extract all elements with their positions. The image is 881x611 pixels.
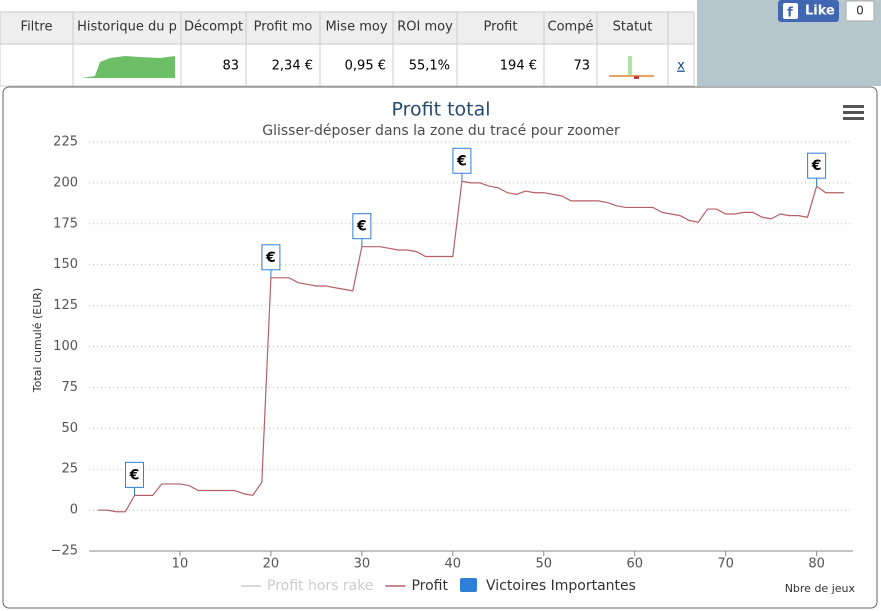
menu-bar: [843, 111, 864, 114]
menu-bar: [843, 105, 864, 108]
column-header: Profit mo: [254, 20, 313, 35]
cell: 83: [222, 59, 239, 74]
flag: [807, 152, 827, 179]
column-header: Filtre: [21, 20, 53, 35]
table: [0, 11, 695, 87]
column-header: Historique du p: [77, 20, 177, 35]
flag: [124, 461, 144, 488]
y-tick-label: 25: [61, 462, 78, 477]
y-tick-label: 125: [53, 298, 78, 313]
column-header: Profit: [484, 20, 518, 35]
sparkline: [82, 56, 175, 78]
x-tick-label: 10: [172, 557, 189, 572]
x-tick-label: 30: [354, 557, 371, 572]
line: [98, 180, 844, 513]
legend-label[interactable]: Profit hors rake: [267, 578, 373, 594]
x-tick-label: 60: [626, 557, 643, 572]
fb-count-box: [845, 0, 875, 22]
column-header: Mise moy: [325, 20, 387, 35]
flag: [261, 244, 281, 271]
remove-link[interactable]: x: [677, 59, 685, 74]
fb-like-text: Like: [805, 4, 835, 19]
flag-label: €: [129, 467, 140, 483]
flag-label: €: [456, 153, 467, 169]
x-tick-label: 40: [445, 557, 462, 572]
header-row: [0, 11, 695, 45]
flag: [352, 213, 372, 240]
cell: 194 €: [500, 59, 537, 74]
fb-count: 0: [856, 4, 864, 18]
status-bar: [634, 76, 639, 79]
flag-label: €: [811, 158, 822, 174]
legend-label[interactable]: Victoires Importantes: [486, 578, 636, 594]
cell: 0,95 €: [345, 59, 386, 74]
x-tick-label: 50: [535, 557, 552, 572]
flag-label: €: [356, 219, 367, 235]
cell: 55,1%: [409, 59, 450, 74]
x-axis-title: Nbre de jeux: [785, 582, 856, 595]
chart-title: Profit total: [391, 99, 490, 121]
y-tick-label: 150: [53, 257, 78, 272]
y-tick-label: 0: [70, 503, 78, 518]
flag-label: €: [265, 250, 276, 266]
fb-f: f: [787, 6, 793, 21]
menu-bar: [843, 117, 864, 120]
chart-subtitle: Glisser-déposer dans la zone du tracé po…: [262, 123, 620, 139]
fb-icon: [783, 3, 798, 19]
y-tick-label: 100: [53, 339, 78, 354]
flag: [452, 147, 472, 174]
y-tick-label: 50: [61, 421, 78, 436]
chart-frame: [2, 86, 878, 609]
x-tick-label: 70: [717, 557, 734, 572]
cell: 73: [573, 59, 590, 74]
y-tick-label: 200: [53, 175, 78, 190]
legend-swatch: [460, 578, 477, 592]
y-tick-label: 75: [61, 380, 78, 395]
status-bar: [609, 75, 654, 77]
x-tick-label: 20: [263, 557, 280, 572]
column-header: Statut: [613, 20, 653, 35]
column-header: Décompt: [184, 20, 243, 35]
y-axis-title: Total cumulé (EUR): [31, 288, 44, 393]
column-header: ROI moy: [397, 20, 453, 35]
y-tick-label: 225: [53, 135, 78, 150]
menu-icon[interactable]: [843, 105, 864, 120]
status-bar: [628, 56, 632, 76]
x-tick-label: 80: [808, 557, 825, 572]
y-tick-label: 175: [53, 216, 78, 231]
y-tick-label: −25: [51, 544, 78, 559]
column-header: Compé: [548, 20, 594, 35]
legend-label[interactable]: Profit: [411, 578, 448, 594]
cell: 2,34 €: [272, 59, 313, 74]
